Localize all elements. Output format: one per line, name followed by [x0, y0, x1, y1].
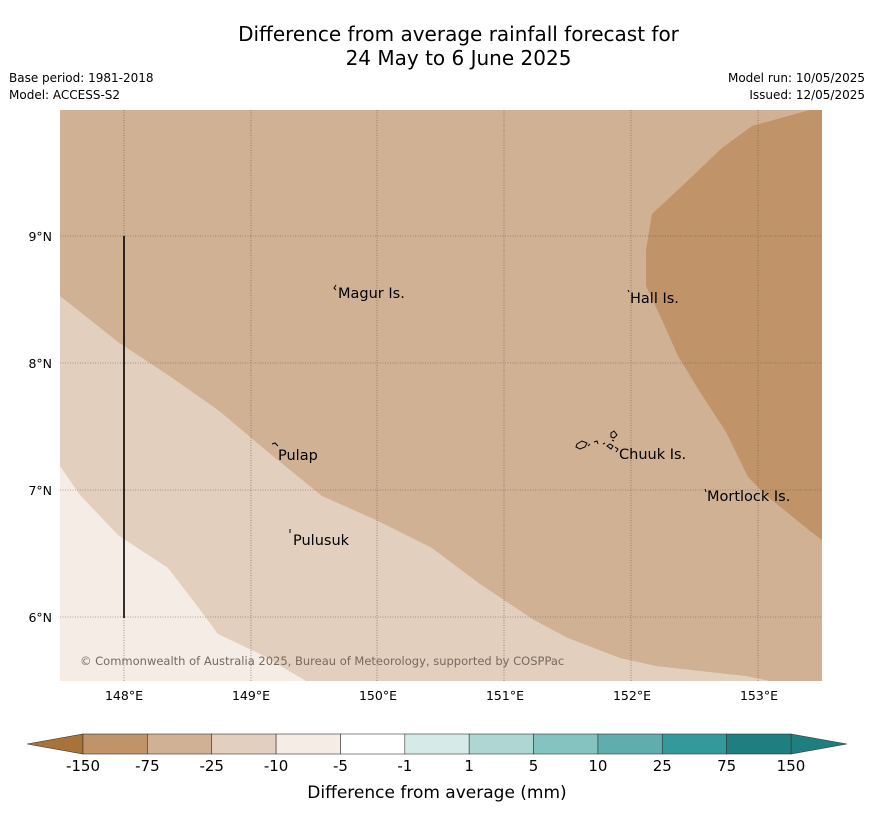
legend-labels: -150 -75 -25 -10 -5 -1 1 5 10 25 75 150	[66, 757, 805, 775]
legend-label: -25	[199, 757, 224, 775]
island-outlines	[271, 284, 707, 533]
hall-island-outline	[627, 289, 630, 293]
legend-swatch	[468, 733, 534, 755]
legend-swatch	[404, 733, 470, 755]
band-minus-1	[60, 466, 306, 681]
legend-swatch	[726, 733, 792, 755]
legend-label: -5	[333, 757, 348, 775]
band-minus-5	[60, 296, 770, 681]
lat-tick: 9°N	[28, 229, 52, 244]
legend-swatch	[82, 733, 148, 755]
legend-label: 10	[588, 757, 607, 775]
legend-label: 1	[464, 757, 474, 775]
legend-label: 5	[529, 757, 539, 775]
legend-label: -1	[397, 757, 412, 775]
legend-swatch	[597, 733, 663, 755]
model-name: Model: ACCESS-S2	[9, 88, 121, 102]
place-label-magur: Magur Is.	[338, 286, 405, 302]
lat-tick: 8°N	[28, 356, 52, 371]
legend-boxes	[82, 733, 792, 755]
place-labels: Magur Is. Hall Is. Pulap Chuuk Is. Mortl…	[278, 286, 790, 549]
legend-swatch	[340, 733, 406, 755]
place-label-pulap: Pulap	[278, 448, 318, 464]
pulap-island-outline	[271, 442, 279, 447]
title-line-2: 24 May to 6 June 2025	[345, 46, 572, 70]
place-label-mortlock: Mortlock Is.	[707, 489, 790, 505]
chuuk-lagoon-outline	[575, 430, 619, 453]
legend-swatch	[533, 733, 599, 755]
lon-tick: 152°E	[613, 688, 651, 703]
legend-label: 75	[717, 757, 736, 775]
legend-label: -10	[264, 757, 289, 775]
band-wetter-east	[646, 110, 822, 540]
lat-tick: 7°N	[28, 483, 52, 498]
title-line-1: Difference from average rainfall forecas…	[238, 22, 679, 46]
mortlock-island-outline	[704, 488, 707, 493]
lon-tick: 153°E	[740, 688, 778, 703]
legend-label: -150	[66, 757, 100, 775]
map-area	[60, 110, 822, 681]
legend-title: Difference from average (mm)	[307, 783, 566, 803]
magur-island-outline	[333, 284, 337, 291]
legend-extend-left	[26, 733, 84, 755]
model-run: Model run: 10/05/2025	[727, 71, 865, 85]
color-legend: -150 -75 -25 -10 -5 -1 1 5 10 25 75 150 Difference …	[26, 733, 848, 803]
lon-tick: 151°E	[486, 688, 524, 703]
lon-tick: 148°E	[105, 688, 143, 703]
latitude-tick-labels: 9°N 8°N 7°N 6°N	[28, 229, 52, 625]
legend-label: 150	[777, 757, 806, 775]
place-label-pulusuk: Pulusuk	[293, 533, 350, 549]
legend-label: -75	[135, 757, 160, 775]
legend-swatch	[147, 733, 213, 755]
legend-swatch	[211, 733, 277, 755]
place-label-hall: Hall Is.	[630, 291, 679, 307]
base-period: Base period: 1981-2018	[9, 71, 154, 85]
info-left: Base period: 1981-2018 Model: ACCESS-S2	[9, 70, 154, 104]
lon-tick: 150°E	[359, 688, 397, 703]
chart-title: Difference from average rainfall forecas…	[0, 22, 873, 70]
copyright-notice: © Commonwealth of Australia 2025, Bureau…	[80, 654, 564, 668]
legend-swatch	[661, 733, 727, 755]
place-label-chuuk: Chuuk Is.	[619, 447, 686, 463]
longitude-tick-labels: 148°E 149°E 150°E 151°E 152°E 153°E	[105, 688, 778, 703]
lat-tick: 6°N	[28, 610, 52, 625]
info-right: Model run: 10/05/2025 Issued: 12/05/2025	[728, 70, 865, 104]
legend-extend-right	[790, 733, 848, 755]
legend-label: 25	[653, 757, 672, 775]
legend-swatch	[275, 733, 341, 755]
issued-date: Issued: 12/05/2025	[749, 88, 865, 102]
lon-tick: 149°E	[232, 688, 270, 703]
